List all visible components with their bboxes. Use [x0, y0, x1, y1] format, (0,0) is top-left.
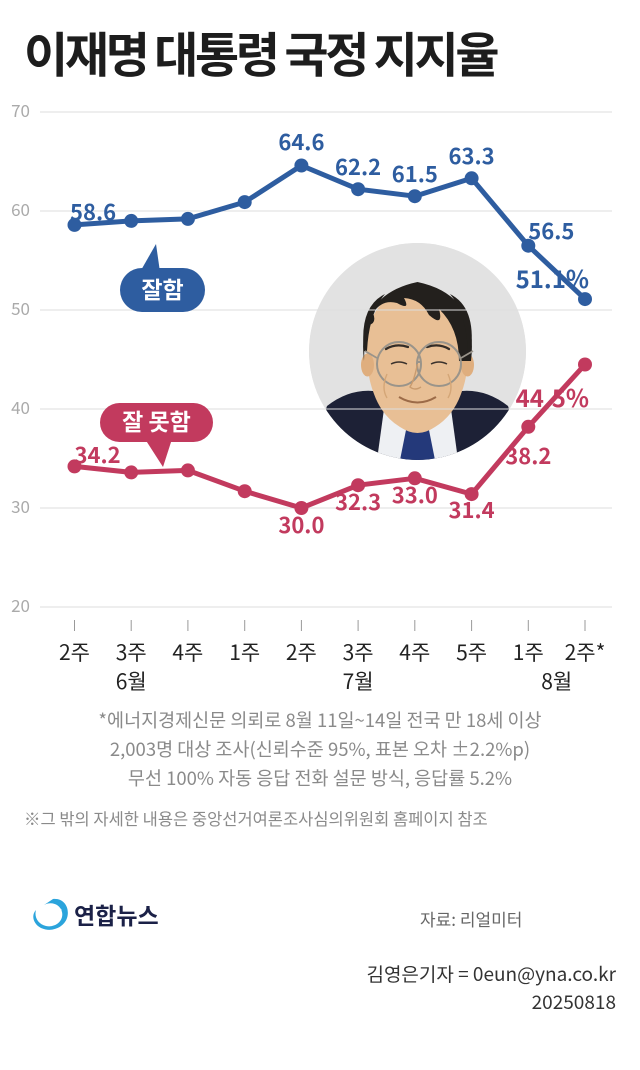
- svg-text:30.0: 30.0: [278, 508, 324, 540]
- svg-text:20: 20: [11, 592, 30, 617]
- svg-text:무선 100% 자동 응답 전화 설문 방식, 응답률 5.: 무선 100% 자동 응답 전화 설문 방식, 응답률 5.2%: [128, 765, 512, 791]
- svg-text:40: 40: [11, 394, 30, 419]
- svg-text:2주: 2주: [286, 637, 317, 667]
- svg-text:1주: 1주: [513, 637, 544, 667]
- svg-text:31.4: 31.4: [449, 493, 495, 525]
- svg-text:5주: 5주: [456, 637, 487, 667]
- svg-text:64.6: 64.6: [278, 125, 324, 157]
- svg-text:6월: 6월: [116, 666, 147, 696]
- svg-text:3주: 3주: [116, 637, 147, 667]
- svg-text:33.0: 33.0: [392, 478, 438, 510]
- svg-text:3주: 3주: [343, 637, 374, 667]
- svg-text:62.2: 62.2: [335, 150, 381, 182]
- svg-text:51.1%: 51.1%: [516, 260, 589, 295]
- svg-text:50: 50: [11, 295, 30, 320]
- svg-text:2,003명 대상 조사(신뢰수준 95%, 표본 오차 ±: 2,003명 대상 조사(신뢰수준 95%, 표본 오차 ±2.2%p): [110, 736, 530, 762]
- svg-text:34.2: 34.2: [75, 438, 121, 470]
- svg-text:*에너지경제신문 의뢰로 8월 11일~14일 전국 만 1: *에너지경제신문 의뢰로 8월 11일~14일 전국 만 18세 이상: [98, 707, 541, 733]
- svg-text:58.6: 58.6: [70, 195, 116, 227]
- svg-text:4주: 4주: [172, 637, 203, 667]
- svg-text:61.5: 61.5: [392, 157, 438, 189]
- svg-text:8월: 8월: [541, 666, 572, 696]
- svg-text:56.5: 56.5: [528, 214, 574, 246]
- svg-text:※그 밖의 자세한 내용은 중앙선거여론조사심의위원회 홈페: ※그 밖의 자세한 내용은 중앙선거여론조사심의위원회 홈페이지 참조: [24, 806, 488, 830]
- svg-text:7월: 7월: [343, 666, 374, 696]
- svg-text:4주: 4주: [399, 637, 430, 667]
- svg-text:63.3: 63.3: [449, 139, 495, 171]
- svg-text:44.5%: 44.5%: [516, 379, 589, 414]
- svg-text:2주: 2주: [59, 637, 90, 667]
- svg-text:70: 70: [11, 97, 30, 122]
- svg-text:잘 못함: 잘 못함: [122, 403, 191, 437]
- svg-text:32.3: 32.3: [335, 485, 381, 517]
- svg-text:1주: 1주: [229, 637, 260, 667]
- svg-text:2주*: 2주*: [565, 637, 606, 667]
- svg-text:38.2: 38.2: [505, 439, 551, 471]
- svg-text:30: 30: [11, 493, 30, 518]
- svg-text:60: 60: [11, 196, 30, 221]
- svg-text:잘함: 잘함: [141, 271, 183, 305]
